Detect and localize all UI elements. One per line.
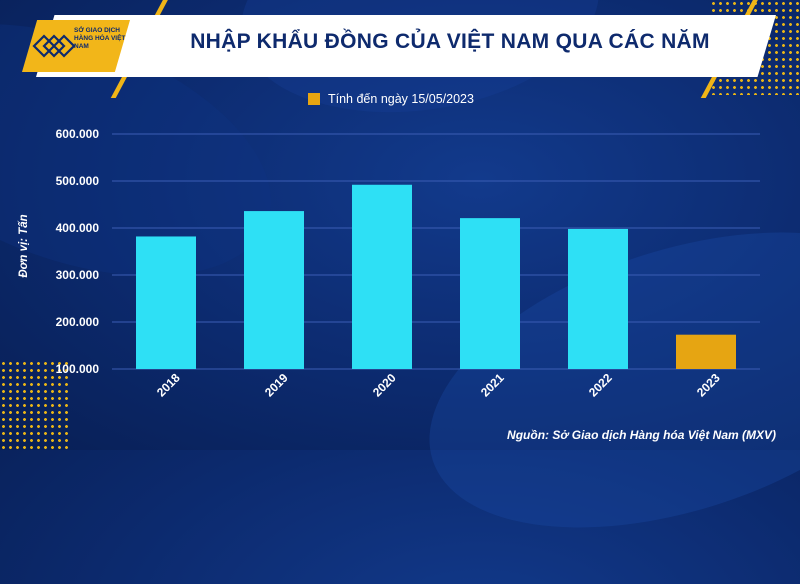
bar-2018 [136,236,196,369]
y-tick-label: 200.000 [56,315,100,329]
logo [22,20,130,72]
y-tick-label: 300.000 [56,268,100,282]
y-tick-label: 100.000 [56,362,100,376]
title-banner [36,15,776,77]
bar-2023 [676,334,736,369]
x-tick-label: 2019 [262,371,291,400]
bar-2021 [460,218,520,369]
bar-2022 [568,228,628,369]
dot-pattern-decoration [0,360,70,450]
y-tick-label: 400.000 [56,221,100,235]
x-tick-label: 2023 [694,371,723,400]
logo-text: SỞ GIAO DỊCH HÀNG HÓA VIỆT NAM [74,27,126,50]
x-tick-label: 2018 [154,371,183,400]
bar-2019 [244,211,304,369]
bar-2020 [352,184,412,369]
y-tick-label: 600.000 [56,127,100,141]
y-tick-label: 500.000 [56,174,100,188]
legend-swatch [308,93,320,105]
source-note: Nguồn: Sở Giao dịch Hàng hóa Việt Nam (M… [507,428,776,442]
logo-icon [32,34,76,58]
x-tick-label: 2022 [586,371,615,400]
legend-label: Tính đến ngày 15/05/2023 [328,92,474,106]
x-tick-label: 2020 [370,371,399,400]
chart-title: NHẬP KHẨU ĐỒNG CỦA VIỆT NAM QUA CÁC NĂM [190,30,710,53]
legend: Tính đến ngày 15/05/2023 [308,92,474,106]
x-tick-label: 2021 [478,371,507,400]
bar-chart: 100.000 200.000 300.000 400.000 500.000 600.0… [56,127,760,400]
